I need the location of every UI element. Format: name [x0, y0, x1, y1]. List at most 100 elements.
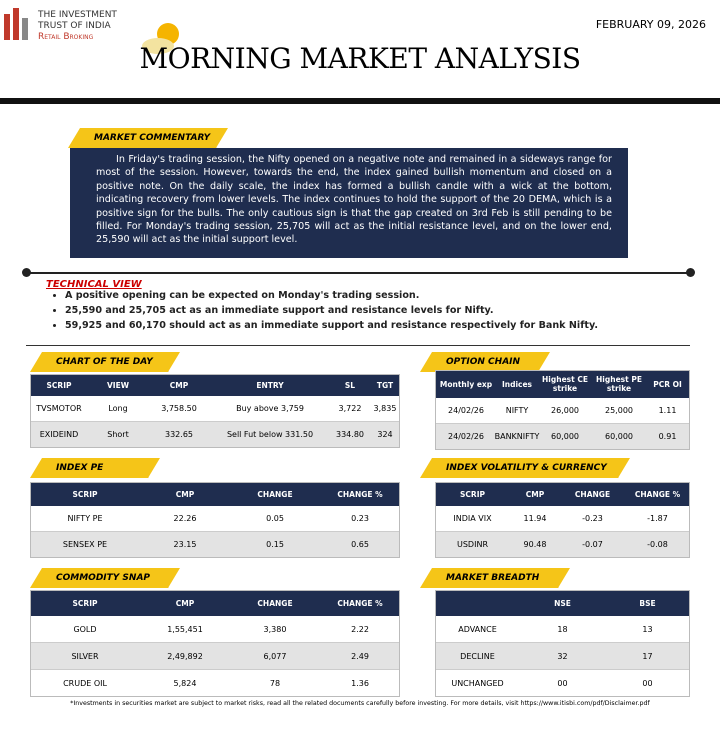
- column-header: CHANGE: [574, 489, 611, 499]
- technical-heading: TECHNICAL VIEW: [46, 279, 142, 290]
- table-cell: USDINR: [457, 540, 488, 550]
- table-cell: 24/02/26: [448, 432, 484, 442]
- disclaimer: *Investments in securities market are su…: [70, 700, 650, 707]
- table-cell: 0.23: [351, 514, 369, 524]
- bullet-list: A positive opening can be expected on Mo…: [30, 288, 598, 333]
- bullet: 59,925 and 60,170 should act as an immed…: [65, 318, 598, 333]
- logo-line: Retail Broking: [38, 32, 94, 42]
- column-header: VIEW: [107, 380, 129, 390]
- table-header-bg: [30, 374, 400, 396]
- table-row: [435, 643, 690, 670]
- table-row: [30, 643, 400, 670]
- bullet: A positive opening can be expected on Mo…: [65, 288, 598, 303]
- table-border: [30, 374, 400, 448]
- table-border: [30, 590, 400, 697]
- table-cell: -0.07: [582, 540, 603, 550]
- table-row: [435, 398, 690, 424]
- table-cell: 332.65: [165, 430, 193, 440]
- table-cell: 324: [377, 430, 393, 440]
- table-cell: Short: [107, 430, 129, 440]
- logo-text: THE INVESTMENT TRUST OF INDIA Retail Bro…: [38, 10, 117, 43]
- table-border: [435, 590, 690, 697]
- section-tag: CHART OF THE DAY: [30, 352, 180, 372]
- table-cell: 32: [557, 651, 568, 661]
- table-cell: 0.05: [266, 514, 284, 524]
- column-header: PCR OI: [653, 379, 682, 389]
- table-cell: ADVANCE: [458, 624, 497, 634]
- table-cell: 13: [642, 624, 653, 634]
- column-header: CMP: [175, 489, 195, 499]
- table-cell: 2.22: [351, 624, 369, 634]
- table-header-bg: [30, 482, 400, 506]
- table-cell: 00: [557, 678, 568, 688]
- section-tag: OPTION CHAIN: [420, 352, 550, 372]
- table-cell: SENSEX PE: [62, 540, 108, 550]
- table-cell: CRUDE OIL: [63, 678, 107, 688]
- table-cell: 3,380: [263, 624, 287, 634]
- logo-icon: [4, 8, 28, 40]
- table-cell: 0.15: [266, 540, 284, 550]
- divider-dot: [686, 268, 695, 277]
- table-cell: 1.11: [658, 406, 677, 416]
- weather-icon: [142, 23, 179, 54]
- divider: [26, 272, 690, 274]
- column-header: CHANGE: [257, 489, 293, 499]
- table-cell: 60,000: [551, 432, 579, 442]
- table-cell: 2.49: [351, 651, 369, 661]
- section-tag: INDEX PE: [30, 458, 160, 478]
- column-header: SCRIP: [72, 489, 98, 499]
- table-cell: 3,758.50: [161, 404, 197, 414]
- table-cell: 18: [557, 624, 568, 634]
- table-cell: 25,000: [605, 406, 633, 416]
- section-tag: INDEX VOLATILITY & CURRENCY: [420, 458, 630, 478]
- column-header: CMP: [169, 380, 189, 390]
- divider-dot: [22, 268, 31, 277]
- table-cell: BANKNIFTY: [494, 432, 540, 442]
- table-cell: EXIDEIND: [39, 430, 79, 440]
- table-cell: 0.91: [658, 432, 677, 442]
- table-cell: UNCHANGED: [451, 678, 504, 688]
- column-header: SL: [344, 380, 356, 390]
- header-rule: [0, 98, 720, 104]
- table-border: [435, 482, 690, 558]
- table-row: [30, 506, 400, 532]
- commentary: In Friday's trading session, the Nifty o…: [70, 148, 628, 258]
- table-cell: 78: [269, 678, 281, 688]
- column-header: SCRIP: [72, 598, 98, 608]
- table-cell: 0.65: [351, 540, 369, 550]
- table-cell: -0.08: [647, 540, 668, 550]
- column-header: CMP: [175, 598, 195, 608]
- table-cell: Long: [108, 404, 128, 414]
- table-row: [435, 506, 690, 532]
- table-cell: 24/02/26: [448, 406, 484, 416]
- table-row: [30, 616, 400, 643]
- table-cell: TVSMOTOR: [36, 404, 82, 414]
- column-header: CHANGE %: [337, 598, 383, 608]
- table-row: [435, 616, 690, 643]
- table-cell: 26,000: [551, 406, 579, 416]
- table-cell: 5,824: [173, 678, 197, 688]
- divider: [26, 345, 690, 346]
- table-cell: 11.94: [523, 514, 547, 524]
- column-header: TGT: [376, 380, 394, 390]
- table-cell: 90.48: [523, 540, 547, 550]
- table-cell: 3,722: [338, 404, 362, 414]
- section-tag: COMMODITY SNAP: [30, 568, 180, 588]
- table-cell: INDIA VIX: [453, 514, 492, 524]
- column-header: SCRIP: [460, 489, 485, 499]
- table-cell: 6,077: [263, 651, 287, 661]
- table-row: [30, 396, 400, 422]
- column-header: Highest PE strike: [596, 375, 642, 393]
- column-header: Indices: [501, 379, 533, 389]
- table-cell: GOLD: [73, 624, 97, 634]
- table-cell: 22.26: [173, 514, 197, 524]
- table-header-bg: [435, 370, 690, 398]
- table-cell: NIFTY: [505, 406, 529, 416]
- logo-line: THE INVESTMENT: [38, 10, 117, 20]
- table-cell: 60,000: [605, 432, 633, 442]
- section-tag: MARKET COMMENTARY: [68, 128, 228, 148]
- title: MORNING MARKET ANALYSIS: [139, 42, 581, 75]
- table-cell: 3,835: [373, 404, 397, 414]
- column-header: CMP: [525, 489, 545, 499]
